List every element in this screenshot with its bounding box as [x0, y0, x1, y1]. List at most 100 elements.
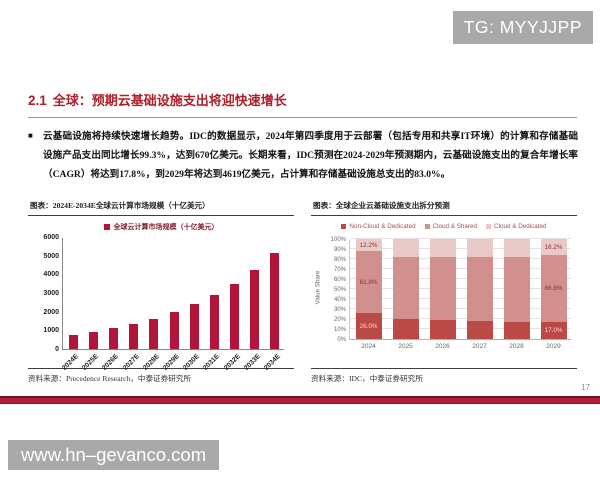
stacked-bar-segment [540, 239, 567, 256]
website-watermark-badge: www.hn–gevanco.com [8, 440, 220, 470]
stacked-bar-segment [466, 239, 493, 257]
y-axis-tick-label: 60% [333, 276, 346, 283]
chart-right-legend: Non-Cloud & Dedicated Cloud & Shared Clo… [311, 223, 577, 230]
legend-marker-icon [424, 224, 430, 229]
bullet-square-icon: ■ [28, 131, 33, 140]
x-axis-tick-label: 2029 [546, 343, 561, 350]
title-divider [28, 117, 577, 118]
legend-left-label: 全球云计算市场规模（十亿美元） [113, 223, 219, 231]
x-axis-tick-label: 2024 [361, 343, 376, 350]
gridline [350, 278, 571, 279]
bar [129, 324, 139, 349]
stacked-bar-segment [355, 251, 382, 313]
stacked-bar-segment [355, 313, 382, 339]
data-label: 12.2% [359, 241, 378, 249]
stacked-bar-segment [355, 239, 382, 252]
section-number: 2.1 [28, 93, 47, 108]
data-label: 16.2% [544, 243, 563, 251]
bar [270, 252, 280, 349]
legend-marker-icon [486, 224, 492, 229]
bar [149, 318, 159, 349]
stacked-bar-segment [540, 255, 567, 322]
y-axis-tick-label: 40% [333, 296, 346, 303]
bar [88, 331, 98, 349]
y-axis-tick-label: 2000 [43, 308, 59, 316]
figure-left-panel: 图表：2024E-2034E全球云计算市场规模（十亿美元） 全球云计算市场规模（… [28, 198, 294, 384]
stacked-bar-segment [429, 257, 456, 320]
data-label: 17.0% [544, 327, 563, 334]
y-axis-tick-label: 30% [333, 306, 346, 313]
bar-chart-cloud-market: 全球云计算市场规模（十亿美元） 0 1000 2000 3000 4000 5000 600… [28, 216, 294, 372]
website-watermark-text: www.hn–gevanco.com [21, 444, 207, 465]
y-axis-title: Value Share [314, 270, 322, 305]
figure-left-caption: 图表：2024E-2034E全球云计算市场规模（十亿美元） [28, 198, 294, 216]
gridline [350, 288, 571, 289]
stacked-bar-segment [429, 239, 456, 257]
telegram-watermark-badge: TG: MYYJJPP [452, 11, 593, 44]
stacked-bar-segment [466, 257, 493, 321]
summary-bullet: ■ 云基础设施将持续快速增长趋势。IDC的数据显示，2024年第四季度用于云部署… [28, 127, 578, 184]
chart-left-plot-area: 0 1000 2000 3000 4000 5000 6000 2024E 2025E 2026E… [43, 234, 284, 372]
y-axis-tick-label: 4000 [43, 271, 59, 279]
gridline [350, 248, 571, 249]
y-axis-tick-label: 5000 [43, 252, 59, 260]
legend-label: Non-Cloud & Dedicated [349, 223, 416, 230]
legend-item-cloud-dedicated: Cloud & Dedicated [486, 223, 547, 230]
x-axis-tick-label: 2026 [435, 343, 450, 350]
bar [189, 304, 199, 349]
y-axis-tick-label: 50% [333, 286, 346, 293]
y-axis-tick-label: 20% [333, 316, 346, 323]
y-axis-tick-label: 1000 [43, 327, 59, 335]
legend-item-non-cloud-dedicated: Non-Cloud & Dedicated [341, 223, 416, 230]
gridline [350, 298, 571, 299]
gridline [350, 318, 571, 319]
figure-right-source: 资料来源：IDC，中泰证券研究所 [311, 368, 577, 384]
y-axis-tick-label: 0% [337, 336, 346, 343]
stacked-bar-segment [540, 322, 567, 339]
legend-item-cloud-shared: Cloud & Shared [424, 223, 478, 230]
y-axis-tick-label: 100% [330, 236, 346, 243]
chart-left-legend: 全球云计算市场规模（十亿美元） [28, 222, 294, 232]
bar [68, 334, 78, 349]
page-title: 全球：预期云基础设施支出将迎快速增长 [52, 93, 287, 108]
stacked-bar-segment [503, 321, 530, 339]
figure-right-caption: 图表：全球企业云基础设施支出拆分预测 [311, 198, 577, 216]
figure-left-source: 资料来源：Precedence Research，中泰证券研究所 [28, 368, 294, 384]
bar [169, 312, 179, 349]
x-axis-tick-label: 2028 [509, 343, 524, 350]
stacked-bar-segment [392, 239, 419, 257]
legend-label: Cloud & Shared [432, 223, 478, 230]
bar [209, 295, 219, 349]
x-axis-tick-label: 2027 [472, 343, 487, 350]
summary-text: 云基础设施将持续快速增长趋势。IDC的数据显示，2024年第四季度用于云部署（包… [43, 131, 578, 180]
legend-marker-icon [341, 224, 347, 229]
bar [250, 269, 260, 349]
stacked-bar-segment [466, 320, 493, 339]
gridline [350, 268, 571, 269]
bar [230, 283, 240, 349]
y-axis-tick-label: 90% [333, 246, 346, 253]
data-label: 61.8% [359, 278, 378, 286]
legend-label: Cloud & Dedicated [494, 223, 547, 230]
gridline [350, 308, 571, 309]
gridline [350, 238, 571, 239]
y-axis-tick-label: 6000 [43, 234, 59, 241]
stacked-bar-segment [392, 318, 419, 339]
x-axis-tick-label: 2025 [398, 343, 413, 350]
stacked-bar-segment [429, 319, 456, 339]
y-axis-tick-label: 10% [333, 326, 346, 333]
data-label: 66.8% [544, 285, 563, 293]
bar [108, 328, 118, 349]
telegram-watermark-text: TG: MYYJJPP [463, 17, 582, 37]
stacked-bar-segment [503, 256, 530, 322]
stacked-bar-chart-cloud-split: Non-Cloud & Dedicated Cloud & Shared Clo… [311, 216, 577, 368]
y-axis-tick-label: 70% [333, 266, 346, 273]
legend-marker-icon [103, 224, 110, 230]
chart-right-plot-area: Value Share 0% 10% 20% 30% 40% 50% 60% 70% 80% 90… [315, 237, 571, 350]
figure-right-panel: 图表：全球企业云基础设施支出拆分预测 Non-Cloud & Dedicated… [311, 198, 577, 384]
page-number: 17 [581, 383, 590, 392]
footer-accent-band [0, 396, 600, 404]
gridline [350, 258, 571, 259]
stacked-bar-segment [503, 239, 530, 257]
